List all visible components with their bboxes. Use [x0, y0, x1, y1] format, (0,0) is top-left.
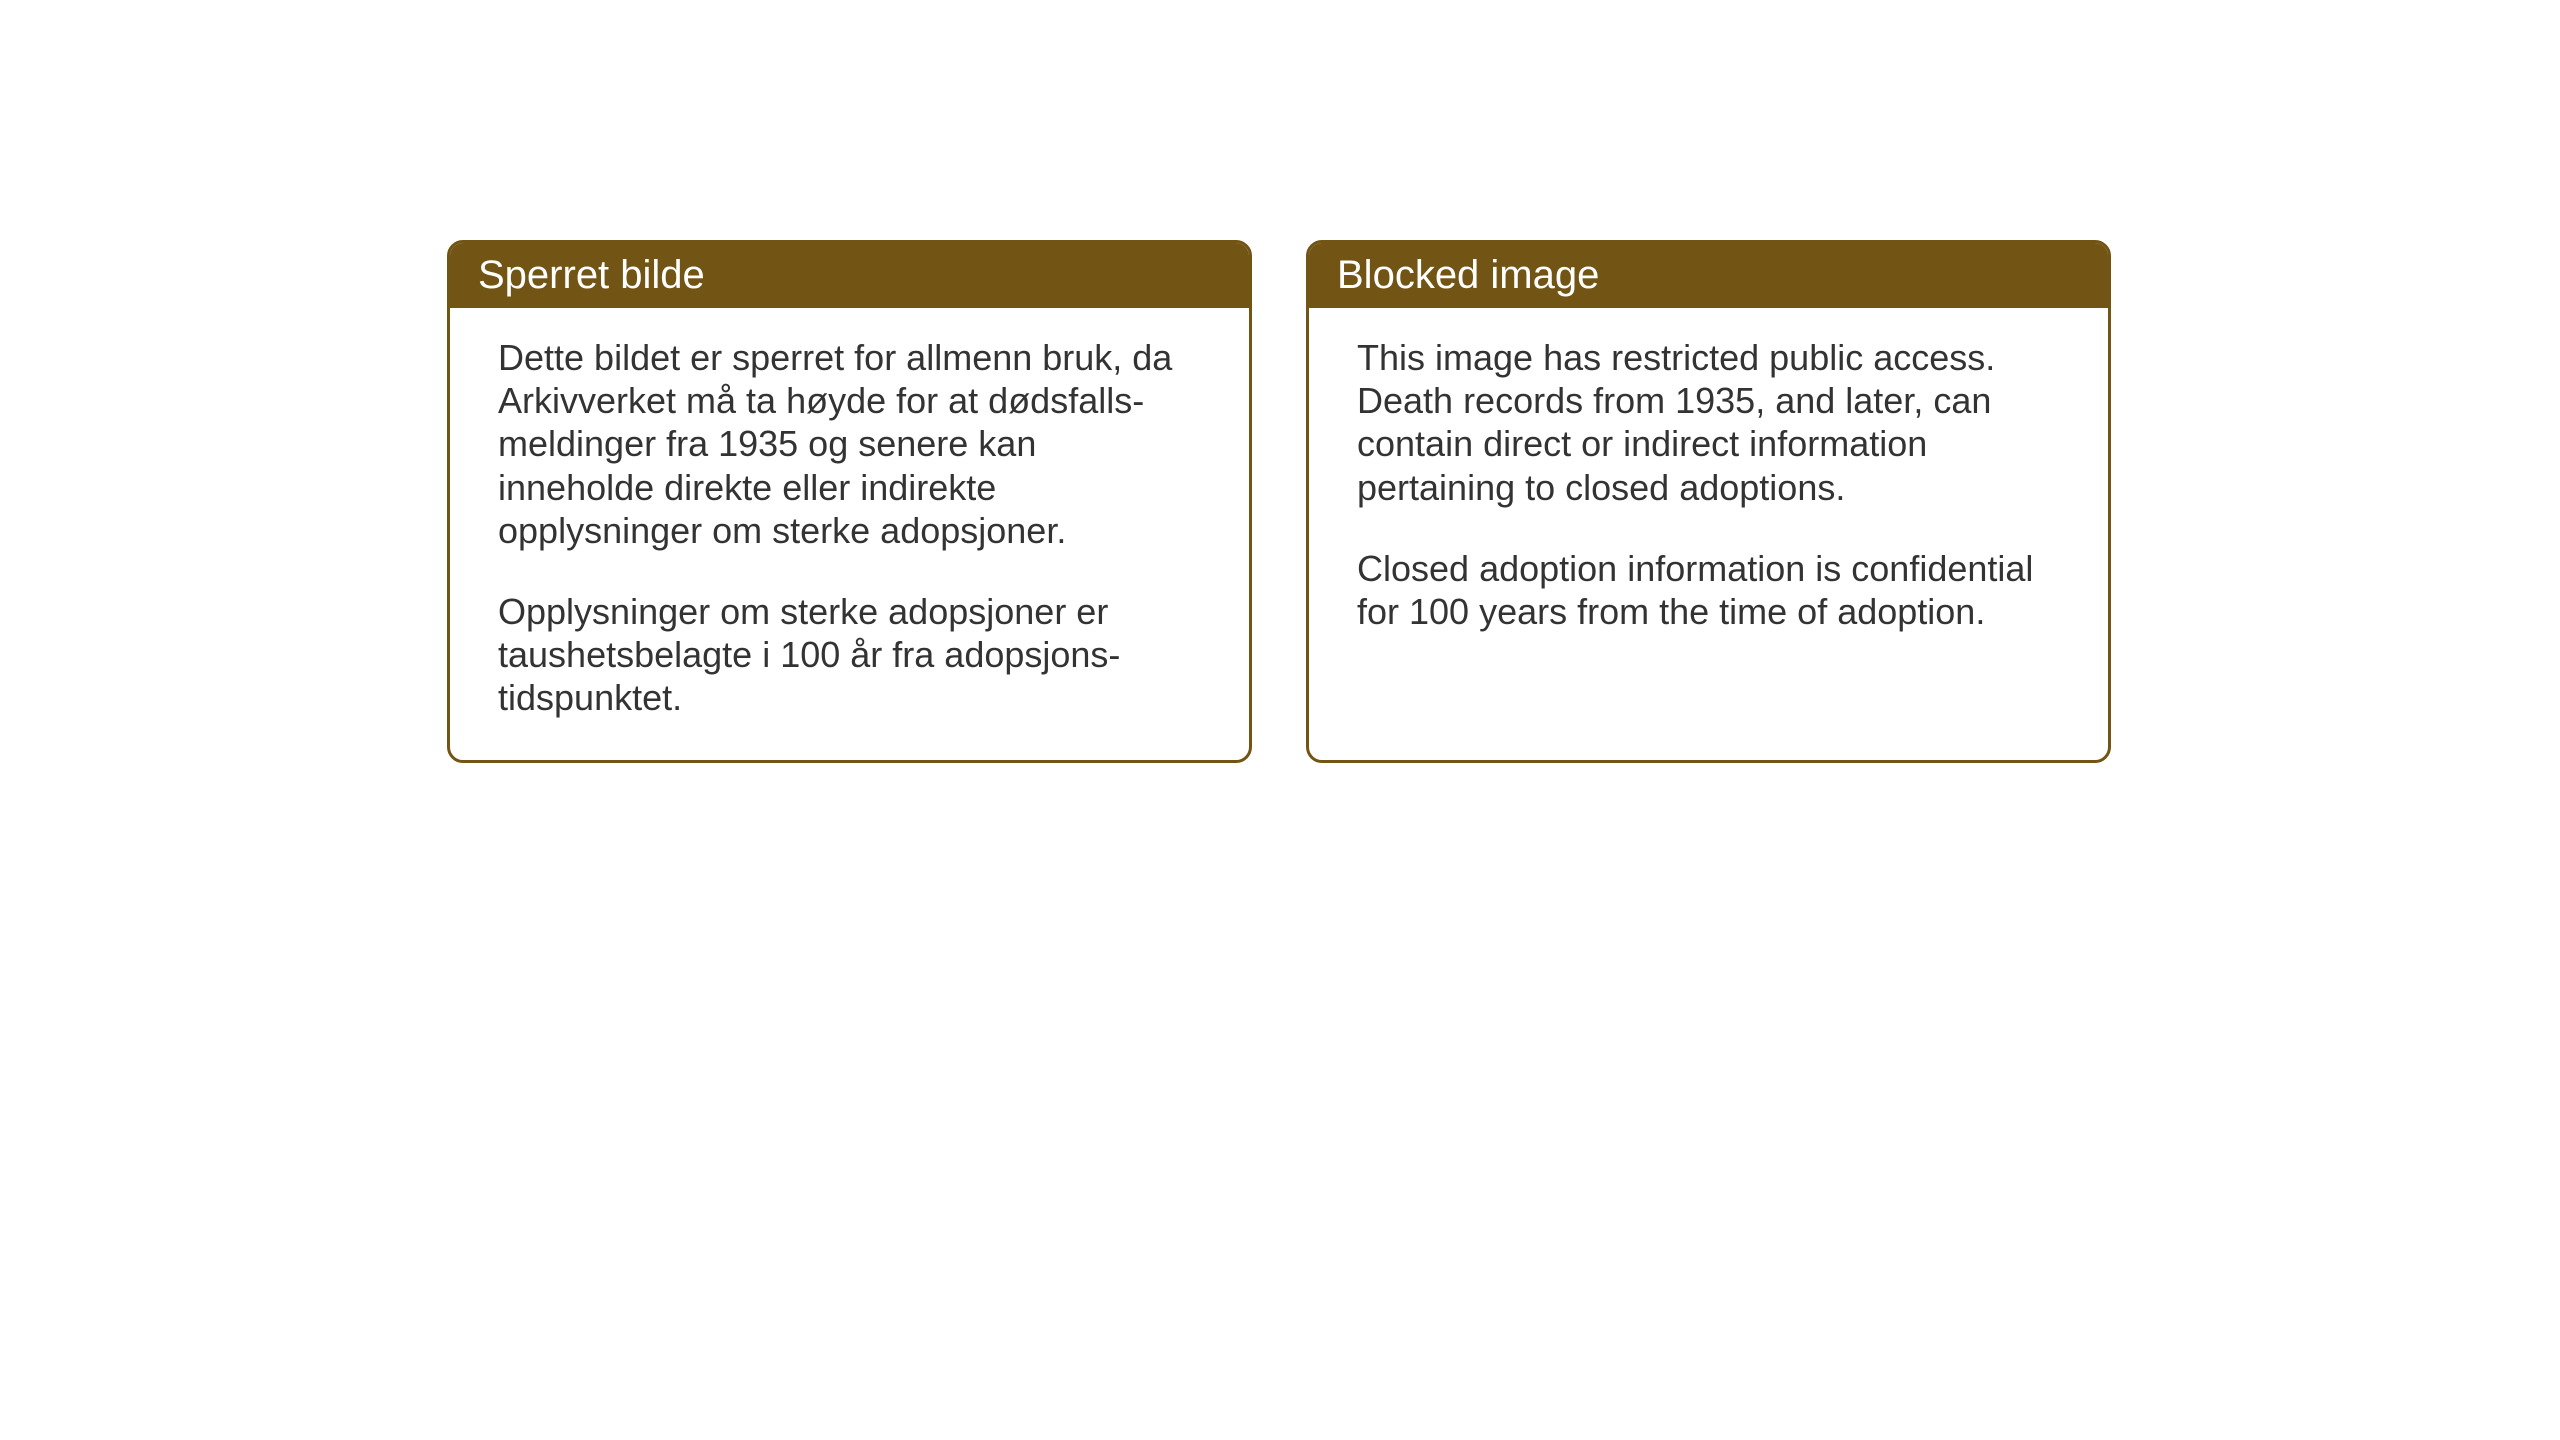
- card-body-norwegian: Dette bildet er sperret for allmenn bruk…: [450, 308, 1249, 760]
- card-title-english: Blocked image: [1337, 253, 1599, 297]
- paragraph-norwegian-1: Dette bildet er sperret for allmenn bruk…: [498, 336, 1201, 552]
- paragraph-norwegian-2: Opplysninger om sterke adopsjoner er tau…: [498, 590, 1201, 720]
- card-header-norwegian: Sperret bilde: [450, 243, 1249, 308]
- card-header-english: Blocked image: [1309, 243, 2108, 308]
- notice-card-norwegian: Sperret bilde Dette bildet er sperret fo…: [447, 240, 1252, 763]
- paragraph-english-1: This image has restricted public access.…: [1357, 336, 2060, 509]
- notice-container: Sperret bilde Dette bildet er sperret fo…: [447, 240, 2111, 763]
- card-body-english: This image has restricted public access.…: [1309, 308, 2108, 673]
- paragraph-english-2: Closed adoption information is confident…: [1357, 547, 2060, 633]
- card-title-norwegian: Sperret bilde: [478, 253, 705, 297]
- notice-card-english: Blocked image This image has restricted …: [1306, 240, 2111, 763]
